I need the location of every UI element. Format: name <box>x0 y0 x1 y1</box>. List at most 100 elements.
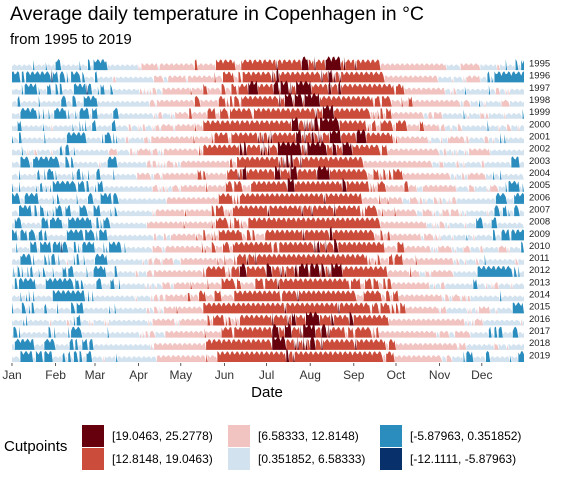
ridge-segment <box>14 217 22 229</box>
ridge-segment <box>72 95 77 107</box>
ridge-segment <box>151 343 153 350</box>
ridge-segment <box>466 258 477 265</box>
ridge-segment <box>231 83 238 95</box>
ridge-segment <box>291 117 299 131</box>
ridge-segment <box>51 253 56 265</box>
ridge-segment <box>464 76 467 83</box>
ridge-segment <box>234 254 236 265</box>
ridge-segment <box>230 158 233 168</box>
ridge-segment <box>163 148 200 156</box>
ridge-segment <box>488 112 505 119</box>
ridge-segment <box>417 257 454 265</box>
ridge-segment <box>145 284 148 290</box>
ridge-segment <box>104 356 117 362</box>
ridge-segment <box>432 161 440 168</box>
ridge-segment <box>177 306 204 314</box>
ridge-segment <box>187 293 191 302</box>
ridge-segment <box>206 265 226 277</box>
ridge-segment <box>12 334 14 338</box>
ridge-segment <box>455 248 457 253</box>
ridge-segment <box>365 205 378 217</box>
ridge-segment <box>518 258 524 265</box>
ridge-segment <box>388 318 465 326</box>
ridge-segment <box>173 161 176 168</box>
ridge-segment <box>57 302 59 314</box>
ridge-segment <box>20 185 36 192</box>
year-label: 2007 <box>529 204 550 215</box>
ridge-segment <box>450 199 453 204</box>
ridge-segment <box>234 217 240 229</box>
ridge-segment <box>353 330 356 338</box>
ridge-segment <box>277 59 302 71</box>
ridge-segment <box>113 192 119 204</box>
ridge-segment <box>234 95 240 107</box>
ridge-segment <box>214 132 229 144</box>
ridge-segment <box>73 125 80 131</box>
ridge-segment <box>62 222 69 229</box>
ridge-segment <box>179 318 208 326</box>
ridge-segment <box>40 271 43 277</box>
ridge-segment <box>272 323 280 338</box>
ridge-segment <box>362 207 364 217</box>
ridge-segment <box>387 269 411 277</box>
legend-swatch-5 <box>380 448 402 470</box>
ridge-segment <box>417 185 423 192</box>
ridge-segment <box>473 356 487 362</box>
ridge-segment <box>23 90 25 95</box>
ridge-segment <box>24 320 27 326</box>
ridge-segment <box>448 223 450 229</box>
ridge-segment <box>462 172 465 180</box>
ridge-segment <box>132 150 135 156</box>
ridge-segment <box>443 161 457 168</box>
ridge-segment <box>31 302 35 314</box>
ridge-segment <box>228 209 231 217</box>
ridge-segment <box>394 355 443 362</box>
ridge-segment <box>85 187 87 192</box>
month-tick-label: Sep <box>343 368 365 382</box>
ridge-segment <box>59 258 67 265</box>
ridge-segment <box>467 295 471 302</box>
ridge-segment <box>110 84 114 95</box>
ridge-segment <box>21 125 43 131</box>
ridge-segment <box>280 295 283 302</box>
ridge-segment <box>144 258 149 265</box>
ridge-segment <box>307 141 328 156</box>
ridge-segment <box>234 180 243 192</box>
ridge-segment <box>177 161 181 168</box>
ridge-segment <box>147 160 152 168</box>
ridge-segment <box>92 290 94 302</box>
ridge-segment <box>463 245 471 253</box>
ridge-segment <box>273 242 278 253</box>
ridge-segment <box>37 210 41 217</box>
ridge-row-2014 <box>12 289 524 302</box>
ridge-segment <box>381 173 384 180</box>
ridge-segment <box>211 205 215 217</box>
ridge-segment <box>54 198 58 204</box>
ridge-segment <box>276 68 280 83</box>
ridge-segment <box>197 63 216 71</box>
ridge-segment <box>94 184 97 192</box>
ridge-segment <box>49 113 55 119</box>
ridge-segment <box>466 75 481 83</box>
ridge-segment <box>480 76 488 83</box>
ridge-segment <box>470 295 501 302</box>
ridge-segment <box>140 88 143 95</box>
ridge-segment <box>362 196 380 204</box>
ridge-segment <box>158 308 160 314</box>
ridge-segment <box>495 192 508 204</box>
ridge-segment <box>239 141 243 156</box>
ridge-segment <box>488 137 494 144</box>
ridge-segment <box>51 124 53 131</box>
ridge-segment <box>85 296 88 302</box>
ridge-segment <box>165 330 205 338</box>
legend: Cutpoints [19.0463, 25.2778) [12.8148, 1… <box>0 420 564 480</box>
ridge-segment <box>109 241 122 253</box>
ridge-segment <box>487 119 489 131</box>
ridge-segment <box>501 137 505 144</box>
legend-swatch-4 <box>380 425 402 447</box>
ridge-segment <box>512 302 524 314</box>
ridge-segment <box>28 304 31 314</box>
ridge-segment <box>246 266 267 277</box>
ridge-segment <box>107 247 110 253</box>
ridge-segment <box>40 241 52 253</box>
